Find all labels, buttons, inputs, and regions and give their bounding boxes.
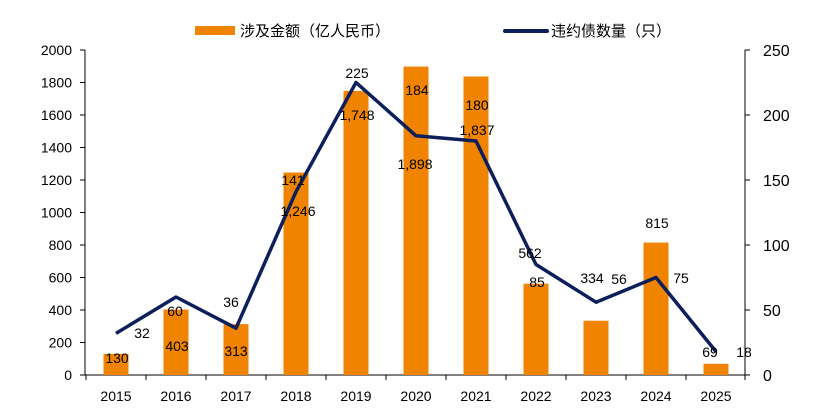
y-left-tick-label: 1400 [41,140,72,156]
x-tick-label: 2021 [460,388,491,404]
bar-data-label: 1,748 [339,107,374,123]
line-data-label: 184 [405,82,429,98]
y-left-tick-label: 0 [64,367,72,383]
y-left-tick-label: 200 [49,335,73,351]
bar-data-label: 130 [105,350,129,366]
bar [584,321,609,375]
x-tick-label: 2016 [160,388,191,404]
bar [404,67,429,375]
bar-data-label: 562 [518,245,542,261]
y-left-tick-label: 1200 [41,172,72,188]
bar [524,284,549,375]
y-right-tick-label: 50 [763,303,781,320]
line-data-label: 75 [673,270,689,286]
y-left-tick-label: 1800 [41,75,72,91]
y-right-tick-label: 200 [763,108,790,125]
y-left-tick-label: 1600 [41,107,72,123]
bar-data-label: 1,898 [397,156,432,172]
bar-data-label: 69 [702,344,718,360]
line-data-label: 141 [281,172,305,188]
y-left-tick-label: 1000 [41,205,72,221]
x-tick-label: 2025 [700,388,731,404]
line-data-label: 56 [611,271,627,287]
bar-data-label: 1,837 [459,122,494,138]
legend-label-line: 违约债数量（只） [551,23,671,40]
bar-data-label: 403 [165,338,189,354]
y-right-tick-label: 150 [763,173,790,190]
bar [644,243,669,375]
bar-data-label: 1,246 [280,203,315,219]
x-tick-label: 2024 [640,388,671,404]
bar-data-label: 815 [645,215,669,231]
y-left-tick-label: 400 [49,302,73,318]
bar-data-label: 334 [580,270,604,286]
y-left-tick-label: 600 [49,270,73,286]
x-tick-label: 2019 [340,388,371,404]
line-data-label: 180 [465,97,489,113]
x-tick-label: 2020 [400,388,431,404]
legend-label-bar: 涉及金额（亿人民币） [240,23,390,40]
x-tick-label: 2023 [580,388,611,404]
y-left-tick-label: 800 [49,237,73,253]
line-data-label: 85 [529,274,545,290]
line-data-label: 32 [134,325,150,341]
y-left-tick-label: 2000 [41,42,72,58]
x-tick-label: 2018 [280,388,311,404]
x-tick-label: 2022 [520,388,551,404]
y-right-tick-label: 250 [763,43,790,60]
line-data-label: 225 [345,65,369,81]
legend-swatch-bar [195,26,235,35]
x-tick-label: 2015 [100,388,131,404]
bar-data-label: 313 [224,343,248,359]
y-right-tick-label: 0 [763,368,772,385]
line-data-label: 18 [736,344,752,360]
bar [704,364,729,375]
y-right-tick-label: 100 [763,238,790,255]
x-tick-label: 2017 [220,388,251,404]
legend: 涉及金额（亿人民币） 违约债数量（只） [195,23,671,40]
line-data-label: 36 [223,294,239,310]
bar [344,91,369,375]
line-data-label: 60 [167,303,183,319]
